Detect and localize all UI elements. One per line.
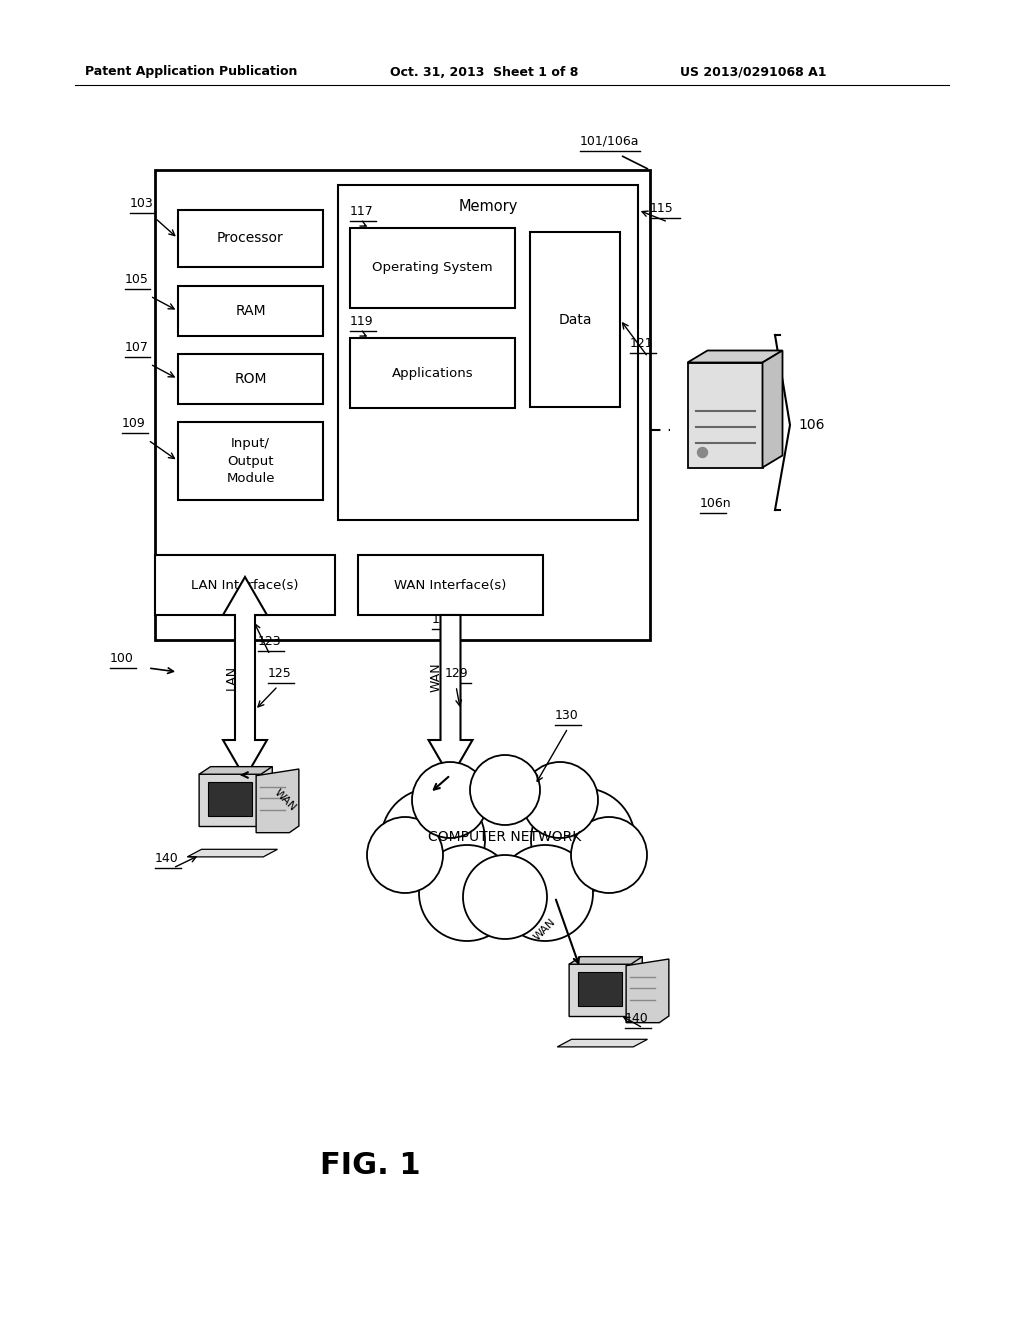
Text: Data: Data (558, 313, 592, 326)
Text: 129: 129 (445, 667, 469, 680)
Polygon shape (687, 351, 782, 363)
Circle shape (571, 817, 647, 894)
Text: 140: 140 (625, 1012, 649, 1026)
Circle shape (531, 788, 635, 892)
Circle shape (470, 755, 540, 825)
Circle shape (697, 447, 708, 458)
Text: Operating System: Operating System (372, 261, 493, 275)
Text: 107: 107 (125, 341, 148, 354)
Polygon shape (187, 849, 278, 857)
Text: WAN: WAN (430, 663, 443, 692)
Text: US 2013/0291068 A1: US 2013/0291068 A1 (680, 66, 826, 78)
Circle shape (463, 855, 547, 939)
Text: Applications: Applications (392, 367, 473, 380)
Bar (530, 232, 620, 407)
Text: 117: 117 (350, 205, 374, 218)
Text: 106: 106 (798, 418, 824, 432)
Text: 103: 103 (130, 197, 154, 210)
Text: 123: 123 (258, 635, 282, 648)
Bar (350, 338, 515, 408)
Text: 119: 119 (350, 315, 374, 327)
Text: 127: 127 (432, 612, 456, 626)
Text: Processor: Processor (217, 231, 284, 246)
Circle shape (497, 845, 593, 941)
Text: Memory: Memory (459, 199, 518, 214)
Text: 121: 121 (630, 337, 653, 350)
Polygon shape (428, 615, 472, 777)
Bar (579, 972, 622, 1006)
Circle shape (437, 777, 573, 913)
Text: WAN: WAN (532, 917, 558, 942)
Polygon shape (626, 960, 669, 1023)
Circle shape (522, 762, 598, 838)
Polygon shape (256, 770, 299, 833)
Text: WAN: WAN (272, 787, 298, 813)
Bar (155, 170, 650, 640)
Bar (209, 781, 252, 816)
Bar (178, 354, 323, 404)
Text: Patent Application Publication: Patent Application Publication (85, 66, 297, 78)
Bar (338, 185, 638, 520)
Text: 100: 100 (110, 652, 134, 665)
Text: 130: 130 (555, 709, 579, 722)
Text: 101/106a: 101/106a (580, 135, 640, 148)
Polygon shape (687, 363, 763, 467)
Polygon shape (569, 957, 642, 964)
Circle shape (419, 845, 515, 941)
Bar (178, 210, 323, 267)
Polygon shape (557, 1039, 647, 1047)
Polygon shape (569, 957, 642, 1016)
Text: Oct. 31, 2013  Sheet 1 of 8: Oct. 31, 2013 Sheet 1 of 8 (390, 66, 579, 78)
Polygon shape (223, 577, 267, 777)
Polygon shape (763, 351, 782, 467)
Text: 105: 105 (125, 273, 148, 286)
Polygon shape (199, 767, 272, 826)
Circle shape (412, 762, 488, 838)
Text: 125: 125 (268, 667, 292, 680)
Text: 109: 109 (122, 417, 145, 430)
Text: 140: 140 (155, 851, 179, 865)
Text: LAN: LAN (224, 665, 238, 690)
Circle shape (381, 788, 485, 892)
Polygon shape (199, 767, 272, 775)
Text: WAN Interface(s): WAN Interface(s) (394, 578, 507, 591)
Text: LAN Interface(s): LAN Interface(s) (191, 578, 299, 591)
Text: 115: 115 (650, 202, 674, 215)
Text: FIG. 1: FIG. 1 (319, 1151, 420, 1180)
Bar (155, 554, 335, 615)
Text: COMPUTER NETWORK: COMPUTER NETWORK (428, 830, 582, 843)
Bar (350, 228, 515, 308)
Text: RAM: RAM (236, 304, 266, 318)
Bar (358, 554, 543, 615)
Text: Input/
Output
Module: Input/ Output Module (226, 437, 274, 484)
Bar (178, 286, 323, 337)
Text: 106n: 106n (700, 498, 731, 510)
Bar (178, 422, 323, 500)
Text: ROM: ROM (234, 372, 266, 385)
Circle shape (367, 817, 443, 894)
